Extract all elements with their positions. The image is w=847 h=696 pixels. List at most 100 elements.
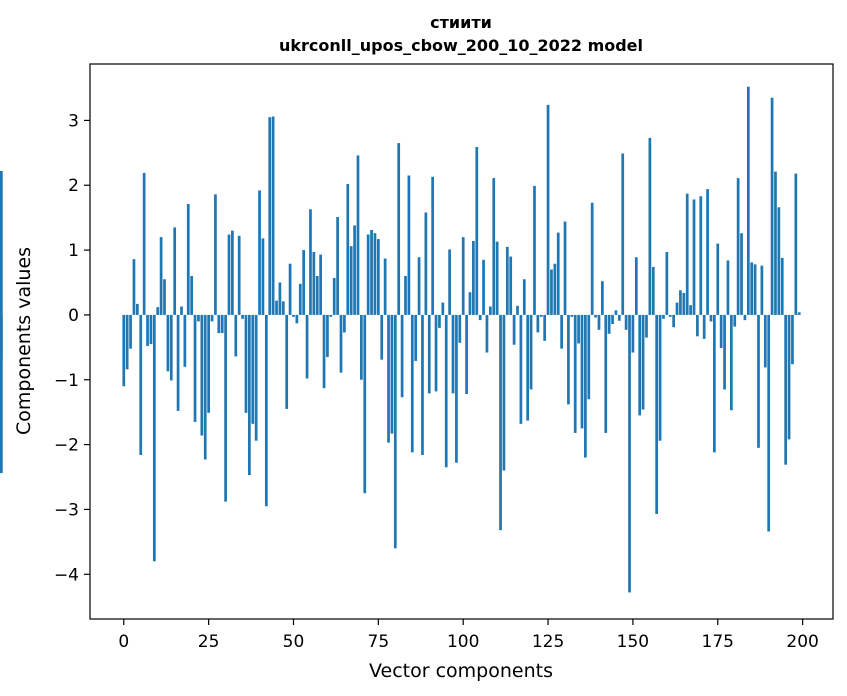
bar-165 [682, 292, 686, 315]
bar-26 [210, 314, 214, 322]
chart-title-line-1: стиити [430, 13, 492, 32]
bar-187 [757, 314, 760, 448]
bar-58 [319, 254, 322, 315]
y-axis-ticks: −4 −3 −2 −1 0 1 2 3 [54, 111, 90, 585]
bar-193 [777, 207, 781, 315]
bar-185 [750, 262, 754, 315]
bar-137 [587, 314, 591, 400]
bar-8 [149, 314, 153, 345]
x-tick-label-50: 50 [283, 632, 305, 652]
bar-0 [122, 314, 126, 387]
bar-39 [254, 314, 258, 441]
bar-150 [631, 314, 635, 353]
bar-195 [784, 314, 788, 465]
bar-41 [261, 238, 265, 315]
bar-110 [495, 241, 499, 315]
bar-52 [298, 283, 302, 315]
bar-57 [315, 276, 319, 315]
bar-184 [746, 86, 750, 315]
bar-163 [675, 302, 679, 315]
bar-157 [655, 314, 659, 514]
bar-75 [376, 239, 380, 315]
bar-59 [322, 314, 326, 389]
bar-171 [702, 314, 706, 339]
bar-124 [543, 314, 547, 341]
y-tick-label--3: −3 [54, 500, 79, 520]
bar-175 [716, 243, 720, 315]
bar-15 [173, 227, 177, 315]
bar-40 [258, 190, 261, 315]
bar-45 [275, 300, 278, 315]
bar-80 [393, 314, 397, 549]
bar-194 [780, 257, 784, 315]
bar-49 [288, 263, 292, 315]
bar-149 [628, 314, 631, 593]
bar-186 [753, 264, 757, 315]
x-tick-label-75: 75 [368, 632, 390, 652]
bar-102 [468, 292, 472, 315]
bar-130 [563, 221, 567, 315]
bar-95 [444, 314, 448, 468]
bar-154 [645, 314, 648, 338]
bar-99 [458, 314, 462, 343]
bar-27 [214, 194, 217, 315]
bar-81 [397, 143, 401, 315]
bar-182 [740, 233, 743, 315]
bar-82 [400, 314, 404, 398]
bar-92 [434, 314, 438, 392]
bar-20 [190, 276, 194, 315]
bar-107 [485, 314, 489, 353]
bar-118 [522, 279, 526, 315]
bar-undefined [0, 314, 3, 360]
bar-127 [553, 263, 557, 315]
bar-29 [220, 314, 224, 334]
bar-181 [736, 178, 740, 315]
bar-84 [407, 175, 411, 315]
bar-22 [197, 314, 200, 322]
bar-100 [461, 237, 465, 315]
bar-74 [373, 233, 377, 315]
x-tick-label-25: 25 [198, 632, 220, 652]
plot-frame [89, 63, 834, 620]
bar-19 [186, 204, 190, 315]
bar-174 [713, 314, 716, 453]
bar-64 [339, 314, 343, 373]
bar-18 [183, 314, 187, 367]
bar-119 [526, 314, 530, 421]
bar-153 [641, 314, 645, 410]
bar-179 [729, 314, 733, 411]
bar-176 [719, 314, 723, 348]
bar-162 [672, 314, 675, 328]
bar-62 [332, 277, 336, 315]
y-axis-label: Components values [13, 247, 35, 435]
bar-96 [448, 249, 451, 315]
bar-140 [597, 314, 601, 330]
bar-135 [580, 314, 584, 429]
bar-101 [465, 314, 468, 395]
bar-196 [787, 314, 791, 440]
bar-44 [271, 116, 275, 315]
x-tick-label-150: 150 [617, 632, 649, 652]
bar-51 [295, 314, 299, 324]
bar-68 [353, 225, 356, 315]
bar-35 [241, 314, 244, 319]
bar-183 [743, 314, 747, 321]
bar-53 [302, 250, 306, 315]
bar-21 [193, 314, 197, 422]
bar-63 [336, 217, 339, 315]
x-tick-label-175: 175 [702, 632, 734, 652]
bar-56 [312, 252, 316, 315]
bar-158 [658, 314, 662, 441]
bar-161 [668, 314, 672, 317]
bar-38 [251, 314, 255, 424]
bar-136 [584, 314, 587, 458]
bar-87 [417, 257, 421, 315]
bar-108 [488, 306, 492, 315]
bar-147 [621, 153, 625, 315]
bar-4 [135, 303, 139, 315]
bar-86 [414, 314, 418, 361]
bar-106 [482, 259, 485, 315]
bar-37 [248, 314, 251, 476]
bar-24 [203, 314, 207, 460]
bar-32 [231, 230, 234, 315]
